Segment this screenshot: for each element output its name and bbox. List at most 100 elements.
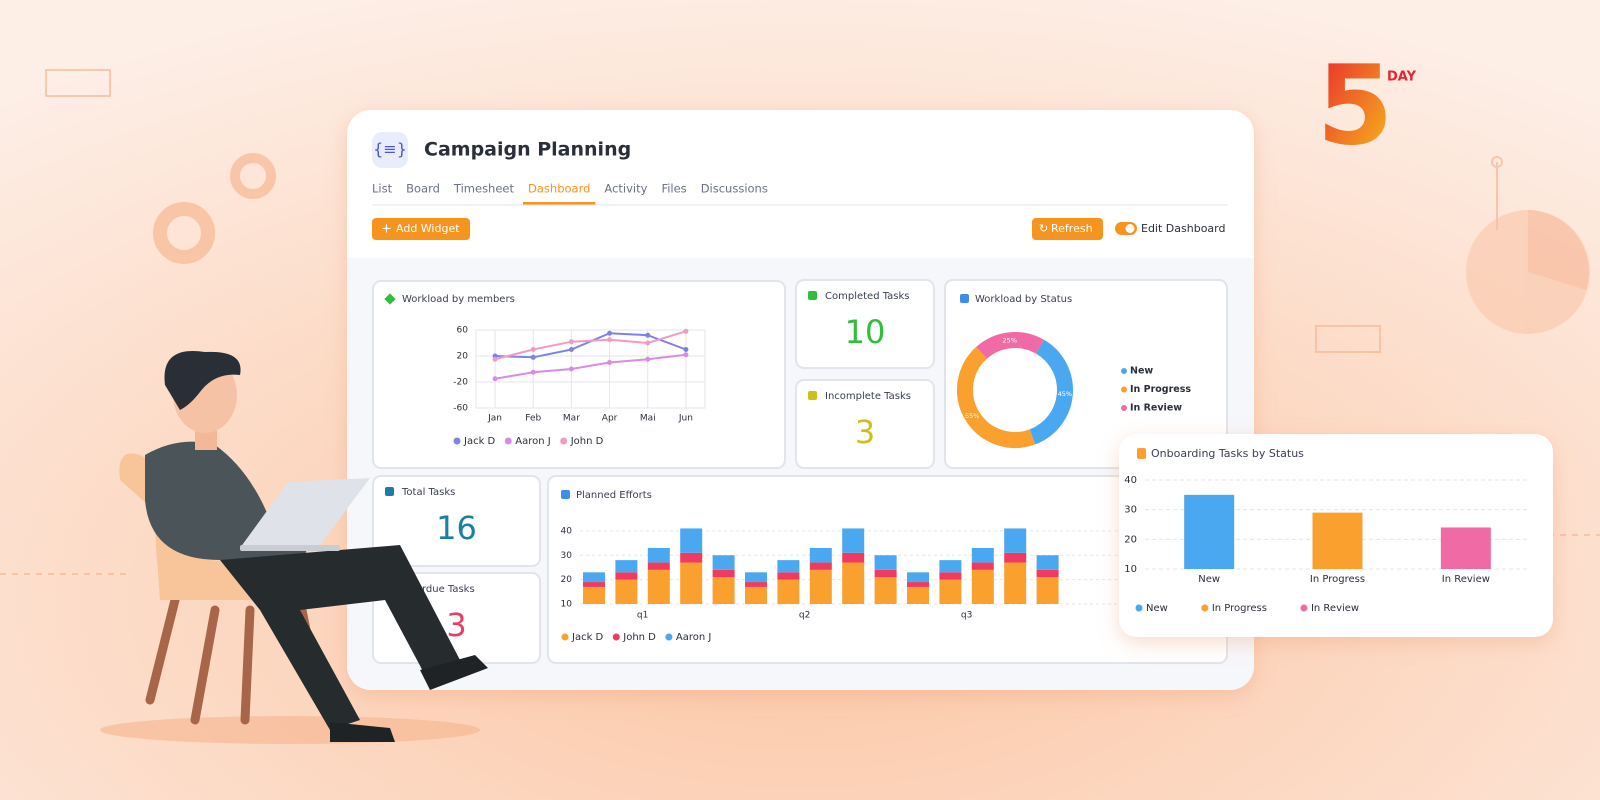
point — [645, 340, 651, 346]
bar-segment — [745, 572, 767, 583]
x-tick-label: q1 — [637, 611, 648, 621]
point — [530, 354, 536, 360]
dashboard-card: {≡} Campaign Planning List Board Timesheet… — [347, 110, 1254, 690]
x-tick-label: Apr — [602, 414, 618, 424]
bar-segment — [680, 562, 703, 604]
y-tick-label: 20 — [1124, 534, 1137, 545]
decorations — [0, 69, 1600, 575]
bar-segment — [939, 560, 962, 573]
widget-frame — [944, 279, 1228, 469]
series-line — [494, 353, 687, 380]
donut-segment — [1029, 339, 1073, 445]
bar-segment — [777, 579, 800, 604]
legend-swatch — [1300, 604, 1308, 612]
bar-segment — [680, 528, 703, 553]
tab[interactable]: Board — [406, 182, 440, 196]
tabs: List Board Timesheet Dashboard Activity Files… — [372, 182, 768, 205]
refresh-icon: ↻ — [1039, 222, 1048, 235]
tab[interactable]: Dashboard — [528, 182, 590, 196]
legend-swatch — [665, 633, 673, 641]
legend-swatch — [504, 437, 512, 445]
bar-segment — [907, 582, 929, 587]
widget-frame — [795, 379, 935, 469]
stat-icon — [385, 487, 394, 496]
x-tick-label: Feb — [525, 414, 541, 424]
widget-icon — [960, 294, 969, 303]
page-title: Campaign Planning — [424, 139, 631, 161]
y-tick-label: 10 — [1124, 564, 1137, 575]
refresh-button[interactable] — [1032, 218, 1103, 240]
bar-segment — [777, 572, 800, 580]
legend-label: In Progress — [1130, 384, 1191, 395]
bar-segment — [971, 562, 994, 570]
bar-segment — [1036, 569, 1059, 578]
x-tick-label: In Progress — [1310, 574, 1365, 585]
bar-segment — [583, 572, 605, 583]
bar-segment — [842, 528, 865, 553]
tab[interactable]: Timesheet — [453, 182, 515, 196]
bar-segment — [615, 572, 638, 580]
bar-segment — [874, 555, 897, 570]
legend-swatch — [453, 437, 461, 445]
donut-label: 45% — [1058, 390, 1072, 398]
series-line — [494, 330, 687, 361]
legend-swatch — [1201, 604, 1209, 612]
tab[interactable]: Activity — [604, 182, 647, 196]
add-widget-button[interactable] — [372, 218, 470, 240]
donut-segment — [957, 346, 1036, 448]
legend-label: Aaron J — [676, 632, 711, 643]
stat-icon — [808, 391, 817, 400]
legend-swatch — [561, 633, 569, 641]
tab[interactable]: Discussions — [701, 182, 768, 196]
point — [568, 347, 574, 352]
stat-icon — [808, 291, 817, 300]
tab-underline — [523, 202, 596, 205]
legend-label: Aaron J — [515, 436, 550, 447]
tab[interactable]: Files — [661, 182, 686, 196]
widget-icon — [561, 490, 570, 499]
y-tick-label: 10 — [561, 600, 573, 610]
legend-label: New — [1130, 366, 1153, 377]
widget-frame — [372, 280, 786, 469]
bar-segment — [745, 586, 767, 604]
point — [607, 337, 613, 343]
donut-label: 25% — [1003, 336, 1017, 344]
point — [683, 347, 689, 352]
legend-label: John D — [622, 632, 656, 643]
toggle-knob — [1125, 224, 1135, 233]
tab[interactable]: List — [372, 182, 393, 196]
onboarding-chart: 10 20 30 40 New In Progress In Review New In Pro… — [1124, 475, 1530, 614]
widget-icon — [1137, 448, 1146, 459]
legend-label: In Progress — [1212, 603, 1267, 614]
bar-segment — [712, 555, 735, 570]
bar-segment — [971, 569, 994, 604]
bar — [1184, 494, 1235, 569]
stat-title: Incomplete Tasks — [825, 391, 911, 402]
stat-value: 16 — [436, 509, 477, 547]
point — [530, 347, 536, 352]
bar-segment — [583, 582, 605, 587]
legend-label: New — [1146, 603, 1168, 614]
point — [492, 356, 498, 362]
point — [645, 356, 651, 362]
bar-segment — [842, 552, 865, 563]
bar-segment — [615, 560, 638, 573]
bar-segment — [1004, 562, 1027, 604]
bar-segment — [615, 579, 638, 604]
legend-label: John D — [570, 436, 604, 447]
bar-segment — [583, 586, 605, 604]
bar-segment — [712, 569, 735, 578]
y-tick-label: -60 — [453, 404, 468, 414]
project-icon-glyph: {≡} — [373, 140, 407, 159]
y-tick-label: 60 — [457, 326, 469, 336]
bar-segment — [874, 577, 897, 604]
bar-segment — [680, 552, 703, 563]
x-tick-label: Jun — [678, 414, 693, 424]
refresh-label: Refresh — [1051, 222, 1093, 235]
bar-segment — [647, 562, 670, 570]
bar-segment — [809, 569, 832, 604]
y-tick-label: 20 — [561, 575, 573, 585]
x-tick-label: Mai — [640, 414, 656, 424]
legend-swatch — [1121, 405, 1127, 411]
